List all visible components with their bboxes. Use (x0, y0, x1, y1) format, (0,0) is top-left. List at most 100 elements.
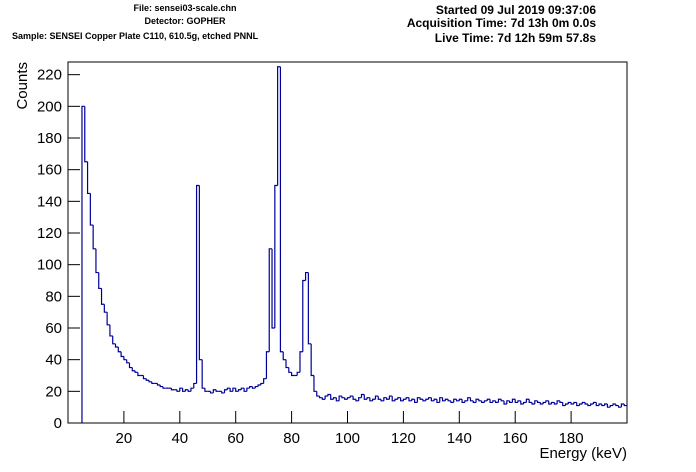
histogram-bin (397, 397, 401, 400)
histogram-bin (506, 400, 510, 404)
histogram-bin (92, 225, 96, 250)
histogram-bin (128, 362, 133, 369)
histogram-bin (587, 404, 591, 407)
histogram-bin (176, 389, 180, 392)
y-tick-label: 160 (37, 162, 62, 179)
histogram-bin (531, 402, 535, 405)
histogram-bin (363, 394, 368, 400)
histogram-bin (137, 372, 141, 377)
histogram-bin (534, 400, 538, 404)
histogram-bin (441, 397, 446, 402)
histogram-bin (142, 375, 147, 380)
histogram-bin (327, 393, 331, 397)
histogram-bin (511, 398, 516, 403)
live-label: Live Time: 7d 12h 59m 57.8s (435, 31, 597, 45)
histogram-bin (618, 405, 622, 408)
histogram-bin (98, 272, 102, 290)
histogram-bin (419, 397, 423, 400)
histogram-bin (562, 402, 566, 407)
histogram-bin (209, 391, 214, 394)
histogram-bin (221, 391, 225, 394)
histogram-bin (545, 400, 549, 403)
histogram-bin (539, 402, 544, 405)
y-tick-label: 120 (37, 225, 62, 242)
y-tick-label: 80 (45, 288, 62, 305)
histogram-bin (131, 367, 136, 372)
histogram-bin (263, 378, 267, 384)
x-tick-label: 160 (503, 430, 528, 447)
histogram-bin (159, 385, 164, 388)
y-tick-label: 220 (37, 67, 62, 84)
histogram-bin (268, 248, 273, 352)
histogram-bin (279, 66, 284, 353)
x-axis-title: Energy (keV) (539, 445, 627, 462)
histogram-bin (391, 396, 396, 402)
histogram-bin (106, 312, 110, 326)
histogram-bin (623, 404, 627, 407)
histogram-bin (229, 388, 233, 392)
histogram-bin (578, 403, 583, 406)
histogram-bin (550, 401, 555, 404)
histogram-bin (559, 400, 563, 404)
histogram-bin (444, 398, 449, 401)
histogram-bin (254, 385, 259, 389)
histogram-bin (335, 397, 340, 402)
histogram-bin (313, 375, 317, 392)
histogram-bin (481, 400, 485, 404)
histogram-bin (467, 397, 471, 401)
histogram-bin (402, 398, 407, 401)
histogram-bin (492, 400, 496, 403)
histogram-bin (134, 370, 138, 373)
histogram-bin (536, 400, 541, 404)
histogram-bin (349, 395, 354, 398)
histogram-bin (277, 66, 281, 186)
histogram-bin (212, 389, 217, 393)
histogram-bin (461, 399, 465, 404)
histogram-bin (450, 400, 454, 404)
histogram-bin (321, 397, 326, 400)
histogram-bin (542, 401, 546, 404)
histogram-bin (386, 397, 390, 400)
histogram-bin (240, 387, 245, 390)
histogram-bin (151, 381, 155, 385)
x-tick-label: 140 (447, 430, 472, 447)
file-label: File: sensei03-scale.chn (133, 3, 236, 13)
histogram-bin (170, 388, 175, 391)
y-axis-title: Counts (14, 62, 31, 110)
histogram-bin (251, 386, 256, 389)
histogram-bin (486, 398, 491, 401)
histogram-bin (341, 396, 345, 399)
histogram-bin (307, 272, 312, 345)
histogram-bin (528, 399, 532, 404)
x-tick-label: 20 (116, 430, 133, 447)
histogram-bin (422, 399, 426, 402)
histogram-bin (237, 389, 242, 392)
histogram-bin (514, 399, 518, 404)
histogram-bin (430, 397, 435, 402)
histogram-bin (609, 404, 614, 408)
x-tick-label: 100 (335, 430, 360, 447)
histogram-bin (495, 400, 499, 404)
histogram-bin (352, 396, 356, 400)
histogram-bin (517, 400, 521, 403)
histogram-bin (316, 391, 320, 397)
histogram-bin (201, 359, 205, 389)
acquisition-label: Acquisition Time: 7d 13h 0m 0.0s (407, 16, 596, 30)
histogram-bin (377, 396, 382, 400)
histogram-bin (232, 387, 236, 392)
histogram-bin (358, 397, 362, 401)
y-tick-label: 40 (45, 352, 62, 369)
histogram-bin (86, 161, 91, 195)
histogram-bin (126, 359, 130, 364)
y-tick-label: 0 (54, 415, 62, 432)
x-tick-label: 60 (227, 430, 244, 447)
histogram-bin (162, 386, 166, 389)
histogram-bin (405, 397, 409, 400)
histogram-bin (285, 359, 289, 369)
histogram-bin (271, 248, 275, 329)
histogram-bin (338, 395, 342, 401)
histogram-bin (573, 401, 577, 404)
histogram-bin (394, 398, 398, 401)
histogram-bin (380, 399, 384, 402)
